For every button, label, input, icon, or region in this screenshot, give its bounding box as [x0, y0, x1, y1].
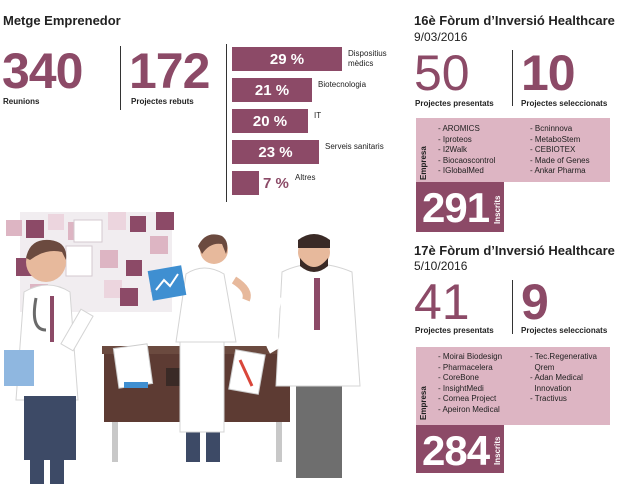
forum17-seleccionats-label: Projectes seleccionats [521, 326, 608, 335]
company-item: - Made of Genes [530, 155, 590, 165]
forum16-presentats-value: 50 [414, 45, 470, 101]
company-item: - Adan Medical [530, 373, 583, 382]
doctor-middle [147, 234, 251, 462]
company-item: - I2Walk [438, 145, 468, 154]
divider [512, 280, 513, 334]
forum17-inscrits-label: Inscrits [493, 436, 502, 465]
forum16-title: 16è Fòrum d’Inversió Healthcare [414, 13, 615, 28]
company-item: - Tec.Regenerativa [530, 352, 597, 361]
bar-category-label: Dispositius mèdics [348, 49, 387, 68]
company-item: - Iproteos [438, 134, 472, 144]
company-item: - Moirai Biodesign [438, 352, 503, 361]
divider [120, 46, 121, 110]
forum17-presentats-label: Projectes presentats [415, 326, 494, 335]
forum17-empreses-box [416, 347, 610, 425]
company-item: - Cornea Project [438, 394, 497, 403]
forum16-empreses-box [416, 118, 610, 182]
company-item: - CoreBone [438, 373, 479, 382]
bar-value-label: 21 % [254, 82, 290, 99]
forum16-empreses-list-2: - Bcninnova - MetaboStem - CEBIOTEX - Made … [530, 124, 590, 177]
forum17-empresa-label: Empresa [419, 386, 428, 420]
company-item: - AROMICS [438, 124, 480, 133]
metge-title: Metge Emprenedor [3, 13, 121, 28]
bar-category-label: Serveis sanitaris [325, 142, 384, 151]
divider [512, 50, 513, 106]
company-item: Qrem [530, 362, 555, 372]
company-item: - CEBIOTEX [530, 145, 576, 154]
projectes-rebuts-value: 172 [129, 43, 210, 99]
doctor-left [4, 239, 94, 484]
bar [232, 140, 319, 164]
forum16-inscrits-box: 291 Inscrits [416, 182, 504, 232]
forum16-inscrits-value: 291 [422, 184, 490, 231]
forum16-inscrits-label: Inscrits [493, 195, 502, 224]
forum16-seleccionats-label: Projectes seleccionats [521, 99, 608, 108]
clipboard-icon [4, 350, 34, 386]
company-item: - MetaboStem [530, 134, 581, 144]
company-item: - Apeiron Medical [438, 404, 500, 414]
bar-category-label: Biotecnologia [318, 80, 367, 89]
forum17-inscrits-box: 284 Inscrits [416, 425, 504, 473]
forum17-empreses-list-1: - Moirai Biodesign - Pharmacelera - CoreBo… [438, 352, 502, 415]
doctor-right [263, 234, 361, 478]
forum17-date: 5/10/2016 [414, 259, 468, 273]
bar-value-label: 20 % [252, 113, 288, 130]
reunions-value: 340 [2, 43, 83, 99]
forum16-presentats-label: Projectes presentats [415, 99, 494, 108]
forum17-empreses-list-2: - Tec.Regenerativa Qrem - Adan Medical In… [530, 352, 597, 405]
bar-chart-axis [226, 44, 227, 202]
bar-fill [232, 171, 259, 195]
bar [232, 109, 308, 133]
reunions-label: Reunions [3, 97, 40, 106]
bar-value-label: 23 % [258, 144, 293, 161]
marker-icon [124, 382, 148, 388]
doctors-illustration [4, 212, 361, 484]
company-item: Innovation [530, 383, 572, 393]
projectes-rebuts-label: Projectes rebuts [131, 97, 194, 106]
bar-category-label: Altres [295, 173, 316, 182]
bar [232, 78, 312, 102]
forum16-empreses-list-1: - AROMICS - Iproteos - I2Walk - Biocaoscont… [438, 124, 495, 177]
bar-category-label: IT [314, 111, 322, 120]
forum17-inscrits-value: 284 [422, 427, 490, 474]
company-item: - Pharmacelera [438, 362, 493, 372]
forum16-date: 9/03/2016 [414, 30, 468, 44]
bar [232, 47, 342, 71]
company-item: - IGlobalMed [438, 166, 484, 175]
bar-value-label: 7 % [263, 175, 289, 192]
company-item: - Ankar Pharma [530, 166, 586, 175]
forum17-seleccionats-value: 9 [521, 274, 549, 330]
forum17-title: 17è Fòrum d’Inversió Healthcare [414, 243, 615, 258]
bar-value-label: 29 % [269, 51, 305, 68]
forum16-empresa-label: Empresa [419, 146, 428, 180]
company-item: - Biocaoscontrol [438, 155, 496, 165]
company-item: - Tractivus [530, 394, 567, 403]
forum17-presentats-value: 41 [414, 274, 470, 330]
company-item: - Bcninnova [530, 124, 573, 133]
company-item: - InsightMedi [438, 383, 484, 393]
forum16-seleccionats-value: 10 [521, 45, 576, 101]
